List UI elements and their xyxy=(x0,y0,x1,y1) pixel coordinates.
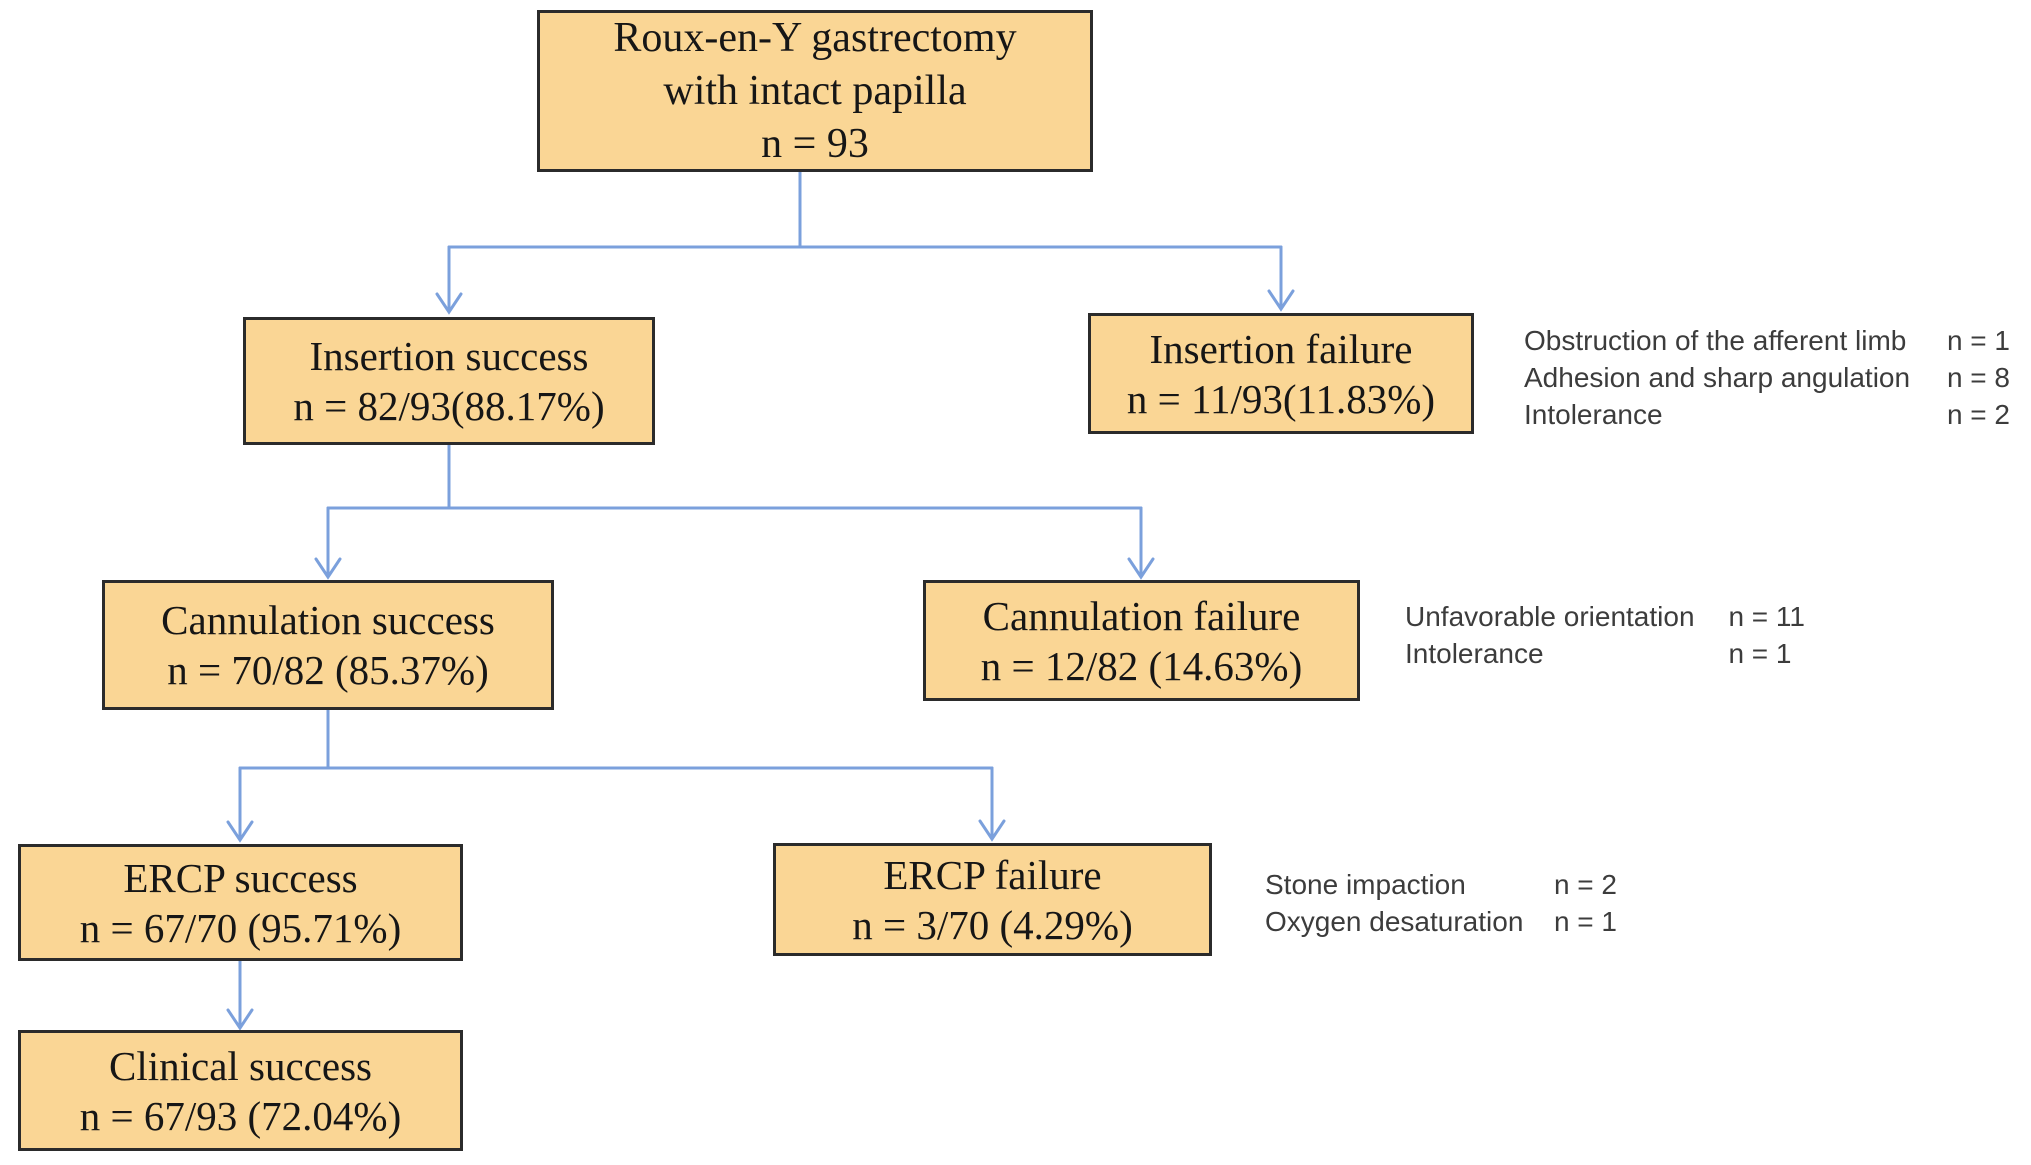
note-value: n = 11 xyxy=(1728,601,1805,632)
node-clinical-success: Clinical success n = 67/93 (72.04%) xyxy=(18,1030,463,1151)
ercp-failure-reasons: Stone impaction n = 2 Oxygen desaturatio… xyxy=(1265,866,1617,940)
node-ercp-failure: ERCP failure n = 3/70 (4.29%) xyxy=(773,843,1212,956)
note-label: Stone impaction xyxy=(1265,869,1466,900)
node-title: Insertion failure xyxy=(1149,325,1413,372)
node-title: Cannulation success xyxy=(161,597,495,643)
note-value: n = 8 xyxy=(1946,362,2010,393)
node-value: n = 70/82 (85.37%) xyxy=(167,647,489,693)
node-cannulation-failure: Cannulation failure n = 12/82 (14.63%) xyxy=(923,580,1360,701)
connector-root-to-level2 xyxy=(435,170,1295,315)
insertion-failure-reasons: Obstruction of the afferent limb n = 1 A… xyxy=(1524,322,2010,433)
connector-cannulation-to-ercp xyxy=(226,708,1006,843)
node-title: Clinical success xyxy=(108,1042,373,1089)
node-line: n = 93 xyxy=(761,120,869,167)
node-insertion-success: Insertion success n = 82/93(88.17%) xyxy=(243,317,655,445)
node-value: n = 11/93(11.83%) xyxy=(1126,375,1436,422)
node-roux-en-y-gastrectomy: Roux-en-Y gastrectomy with intact papill… xyxy=(537,10,1093,172)
node-value: n = 3/70 (4.29%) xyxy=(852,901,1133,948)
node-line: with intact papilla xyxy=(663,67,967,114)
note-label: Intolerance xyxy=(1524,399,1663,430)
note-value: n = 2 xyxy=(1553,869,1617,900)
note-value: n = 1 xyxy=(1946,325,2010,356)
note-label: Oxygen desaturation xyxy=(1265,906,1524,937)
node-value: n = 67/93 (72.04%) xyxy=(79,1092,402,1139)
note-label: Unfavorable orientation xyxy=(1405,601,1695,632)
node-line: Roux-en-Y gastrectomy xyxy=(613,14,1017,61)
note-value: n = 2 xyxy=(1946,399,2010,430)
note-value: n = 1 xyxy=(1553,906,1617,937)
node-ercp-success: ERCP success n = 67/70 (95.71%) xyxy=(18,844,463,961)
node-insertion-failure: Insertion failure n = 11/93(11.83%) xyxy=(1088,313,1474,434)
node-cannulation-success: Cannulation success n = 70/82 (85.37%) xyxy=(102,580,554,710)
note-value: n = 1 xyxy=(1728,638,1792,669)
node-value: n = 12/82 (14.63%) xyxy=(980,642,1303,689)
connector-insertion-to-cannulation xyxy=(314,443,1155,580)
note-label: Intolerance xyxy=(1405,638,1544,669)
node-value: n = 82/93(88.17%) xyxy=(293,383,605,429)
node-title: ERCP failure xyxy=(883,851,1102,898)
node-title: Insertion success xyxy=(309,333,589,379)
note-label: Adhesion and sharp angulation xyxy=(1524,362,1911,393)
node-title: Cannulation failure xyxy=(982,592,1301,639)
connector-ercp-to-clinical xyxy=(226,959,254,1031)
node-value: n = 67/70 (95.71%) xyxy=(79,904,402,951)
cannulation-failure-reasons: Unfavorable orientation n = 11 Intoleran… xyxy=(1405,598,1805,672)
node-title: ERCP success xyxy=(123,854,358,901)
note-label: Obstruction of the afferent limb xyxy=(1524,325,1907,356)
